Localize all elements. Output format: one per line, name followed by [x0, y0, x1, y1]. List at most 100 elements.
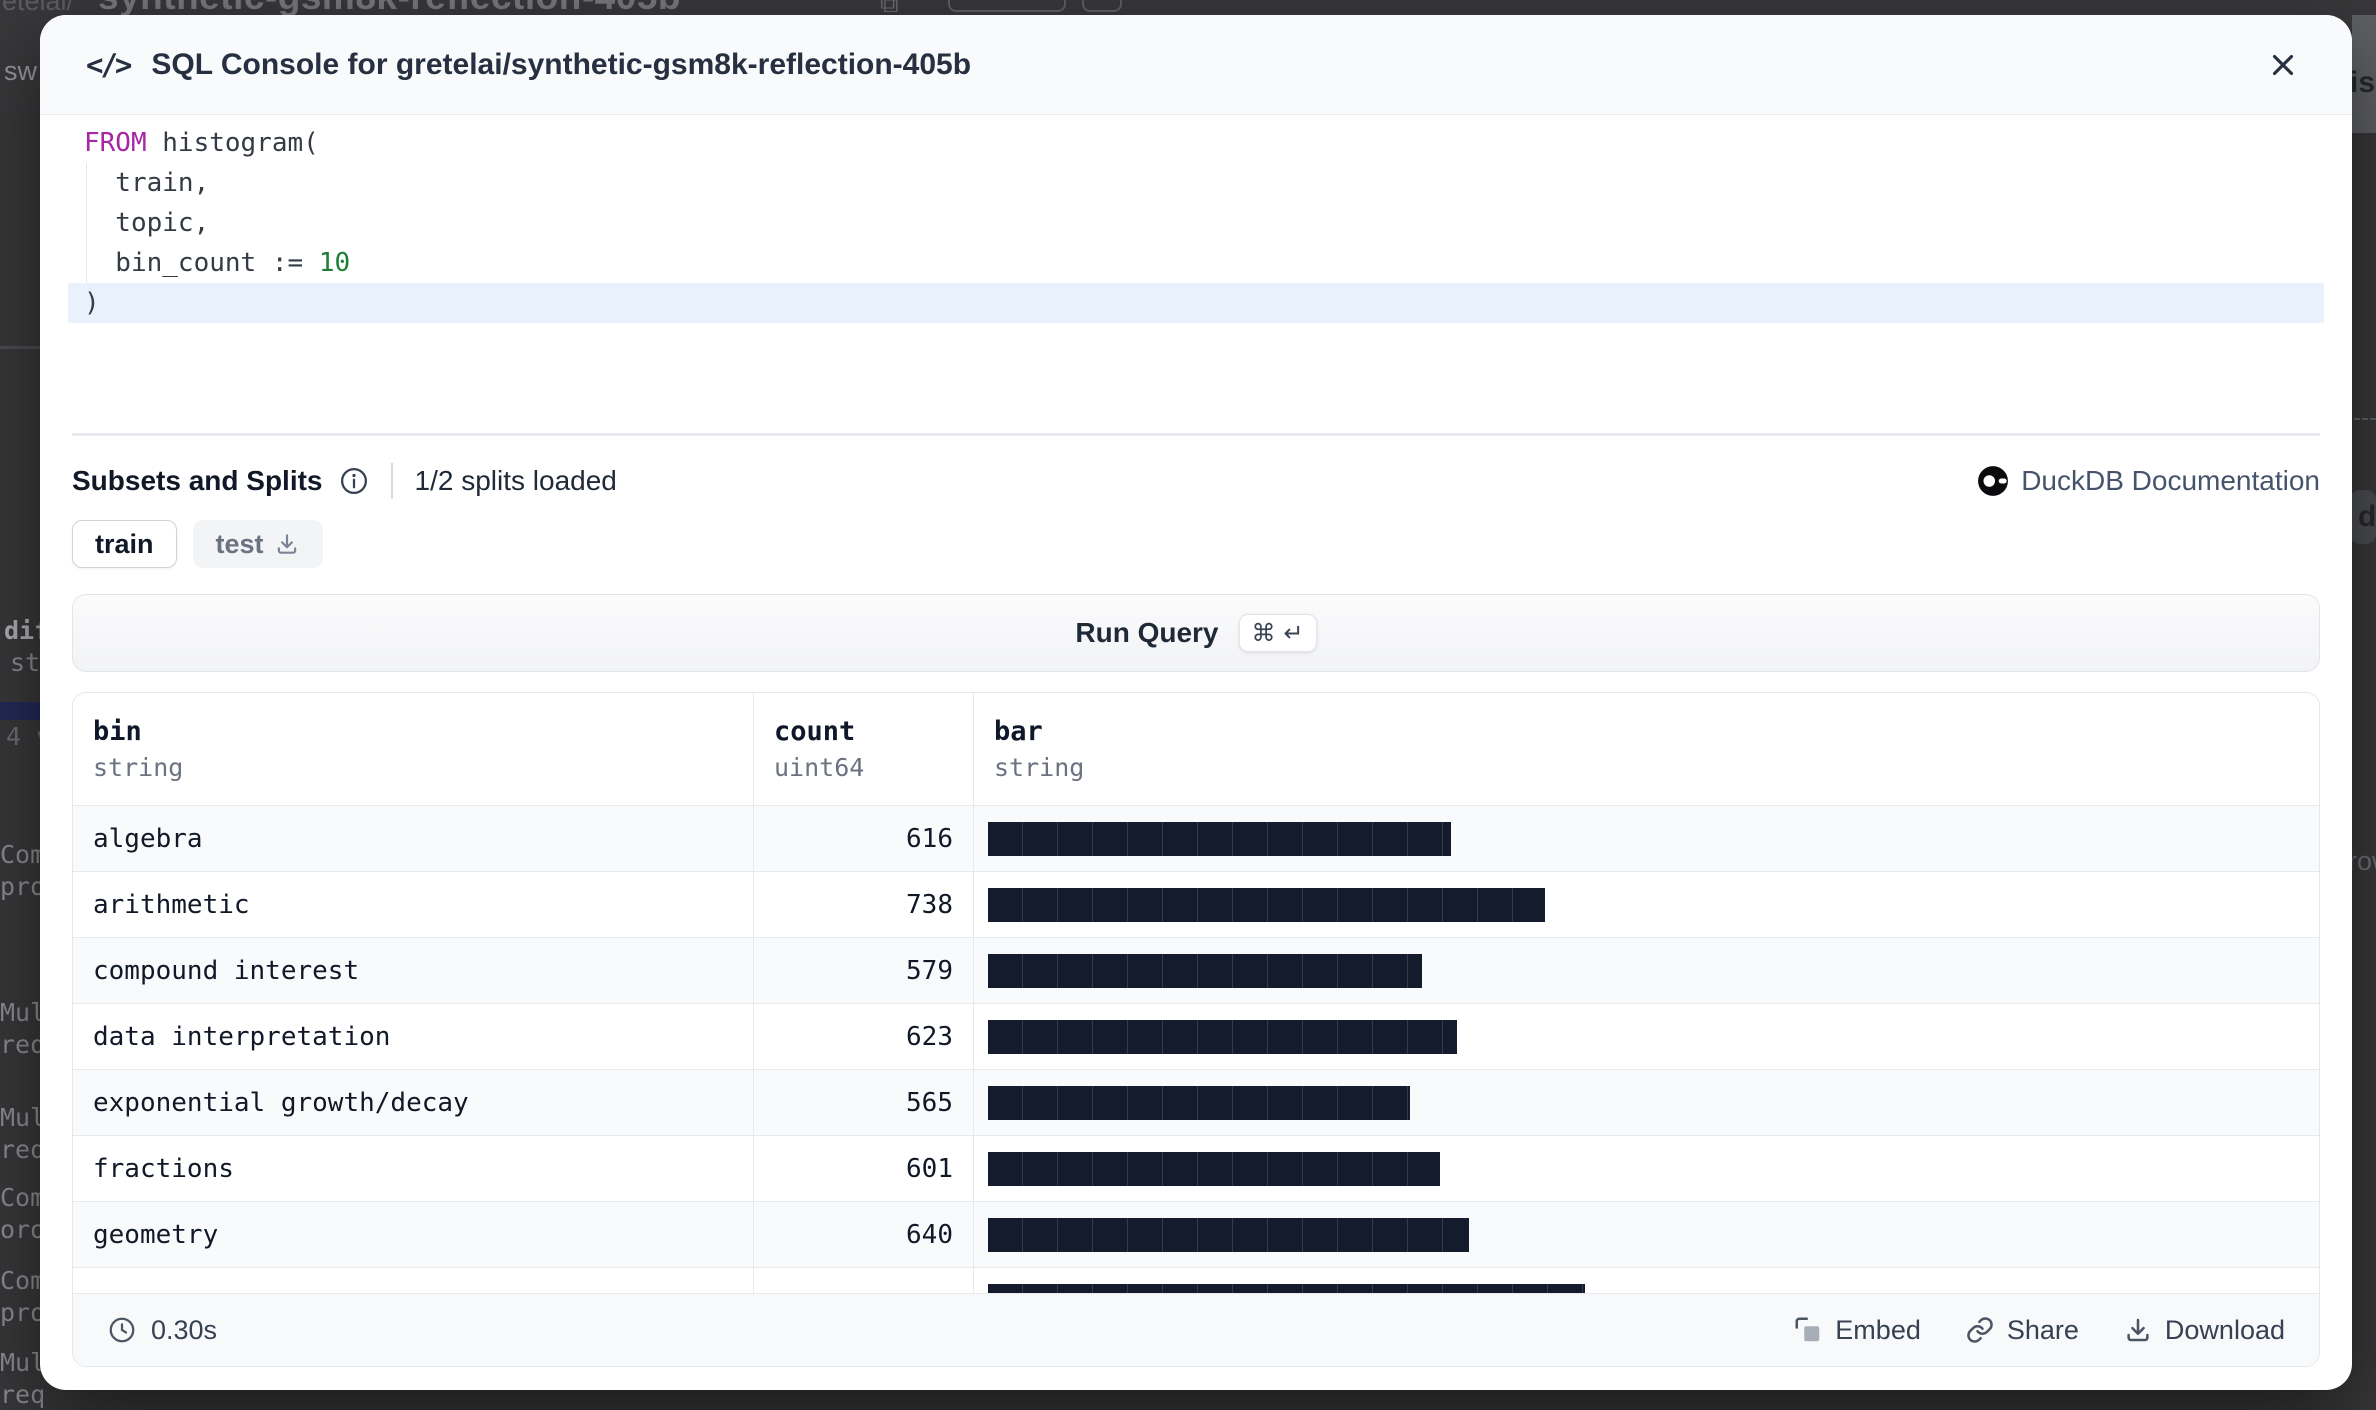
modal-header: </> SQL Console for gretelai/synthetic-g…	[40, 15, 2352, 115]
cmd-key-icon: ⌘	[1251, 619, 1276, 647]
cell-bar	[973, 1268, 2319, 1293]
indent-guide	[86, 163, 87, 283]
column-header-bin: bin string	[93, 716, 184, 782]
table-row: exponential growth/decay 565	[73, 1069, 2319, 1135]
split-button-test[interactable]: test	[192, 520, 323, 568]
duckdb-documentation-label: DuckDB Documentation	[2021, 465, 2320, 496]
splits-loaded-status: 1/2 splits loaded	[414, 465, 617, 496]
enter-key-icon: ↵	[1283, 619, 1304, 647]
table-row: geometry 640	[73, 1201, 2319, 1267]
table-row-clipped	[73, 1267, 2319, 1293]
histogram-bar	[988, 1284, 1585, 1293]
background-text-fragment: Com	[0, 1183, 46, 1212]
background-text-fragment: req	[0, 1135, 46, 1164]
duckdb-documentation-link[interactable]: DuckDB Documentation	[1977, 465, 2320, 497]
split-test-label: test	[215, 528, 264, 559]
background-text-fragment: sw	[4, 56, 37, 86]
cell-count: 738	[753, 872, 973, 937]
cell-bar	[973, 1070, 2319, 1135]
background-shape	[2354, 418, 2376, 420]
table-header-row: bin string count uint64 bar string	[73, 693, 2319, 805]
background-text-fragment: Mul	[0, 998, 46, 1027]
background-text-fragment: oro	[0, 1215, 46, 1244]
table-body[interactable]: algebra 616 arithmetic 738 compound interest…	[73, 805, 2319, 1293]
background-shape	[0, 702, 40, 720]
background-text-fragment: Mul	[0, 1348, 46, 1377]
background-text-fragment: row	[2348, 846, 2376, 876]
run-query-button[interactable]: Run Query ⌘ ↵	[72, 594, 2320, 672]
histogram-bar	[988, 1085, 1410, 1120]
modal-title: SQL Console for gretelai/synthetic-gsm8k…	[151, 47, 972, 81]
split-buttons: train test	[72, 520, 2320, 568]
background-page-topbar: etelai/ synthetic-gsm8k-reflection-405b …	[0, 0, 2376, 15]
cell-bar	[973, 938, 2319, 1003]
embed-button[interactable]: Embed	[1793, 1315, 1921, 1346]
background-shape	[2352, 15, 2376, 133]
background-text-fragment: issa	[2350, 66, 2376, 99]
close-button[interactable]	[2260, 42, 2306, 88]
background-like-pill	[948, 0, 1066, 12]
share-link-icon	[1967, 1317, 1993, 1343]
table-row: compound interest 579	[73, 937, 2319, 1003]
table-row: arithmetic 738	[73, 871, 2319, 937]
code-line: bin_count := 10	[84, 248, 351, 278]
copy-icon: ⧉	[880, 0, 899, 15]
code-line: train,	[84, 168, 210, 198]
split-train-label: train	[95, 528, 154, 559]
table-row: data interpretation 623	[73, 1003, 2319, 1069]
table-row: algebra 616	[73, 805, 2319, 871]
background-text-fragment: d	[2358, 500, 2376, 533]
histogram-bar	[988, 1019, 1457, 1054]
cell-count: 601	[753, 1136, 973, 1201]
sql-console-modal: </> SQL Console for gretelai/synthetic-g…	[40, 15, 2352, 1390]
histogram-bar	[988, 953, 1422, 988]
duckdb-logo-icon	[1978, 466, 2009, 496]
run-query-label: Run Query	[1075, 617, 1219, 648]
cell-bin: algebra	[93, 823, 203, 854]
section-divider	[72, 433, 2320, 436]
cell-bin: arithmetic	[93, 889, 250, 920]
cell-bin: compound interest	[93, 955, 360, 986]
code-line-active: )	[68, 283, 2324, 323]
background-text-fragment: req	[0, 1030, 46, 1059]
subsets-and-splits-header: Subsets and Splits 1/2 splits loaded Duc…	[72, 458, 2320, 504]
background-text-fragment: Mul	[0, 1103, 46, 1132]
keyboard-shortcut-badge: ⌘ ↵	[1238, 614, 1317, 652]
cell-count	[753, 1268, 973, 1293]
subsets-title: Subsets and Splits	[72, 465, 323, 496]
cell-bin: geometry	[93, 1219, 219, 1250]
vertical-separator	[390, 463, 393, 499]
background-text-fragment: req	[0, 1380, 46, 1409]
background-shape	[2350, 490, 2376, 544]
embed-icon	[1795, 1317, 1820, 1342]
background-text-fragment: pro	[0, 872, 46, 901]
download-button[interactable]: Download	[2123, 1315, 2285, 1346]
cell-bin: exponential growth/decay	[93, 1087, 469, 1118]
cell-count: 623	[753, 1004, 973, 1069]
cell-count: 616	[753, 806, 973, 871]
cell-count: 565	[753, 1070, 973, 1135]
clock-icon	[109, 1317, 135, 1343]
cell-bin	[73, 1268, 753, 1293]
sql-editor[interactable]: FROM histogram( train, topic, bin_count …	[40, 115, 2352, 433]
share-button[interactable]: Share	[1965, 1315, 2079, 1346]
histogram-bar	[988, 887, 1545, 922]
cell-bin: fractions	[93, 1153, 234, 1184]
table-footer: 0.30s Embed Share	[73, 1293, 2319, 1366]
results-table: bin string count uint64 bar string algeb…	[72, 692, 2320, 1367]
cell-bar	[973, 1136, 2319, 1201]
background-dataset-owner: etelai/	[2, 0, 75, 15]
cell-count: 640	[753, 1202, 973, 1267]
split-button-train[interactable]: train	[72, 520, 177, 568]
cell-bin: data interpretation	[93, 1021, 391, 1052]
background-text-fragment: Com	[0, 840, 46, 869]
histogram-bar	[988, 821, 1451, 856]
close-icon	[2272, 54, 2294, 75]
table-row: fractions 601	[73, 1135, 2319, 1201]
footer-actions: Embed Share Download	[1793, 1315, 2285, 1346]
background-shape	[0, 346, 40, 349]
code-line: topic,	[84, 208, 210, 238]
background-count-pill	[1082, 0, 1122, 12]
code-line: FROM histogram(	[84, 128, 319, 158]
info-icon[interactable]	[339, 466, 369, 496]
